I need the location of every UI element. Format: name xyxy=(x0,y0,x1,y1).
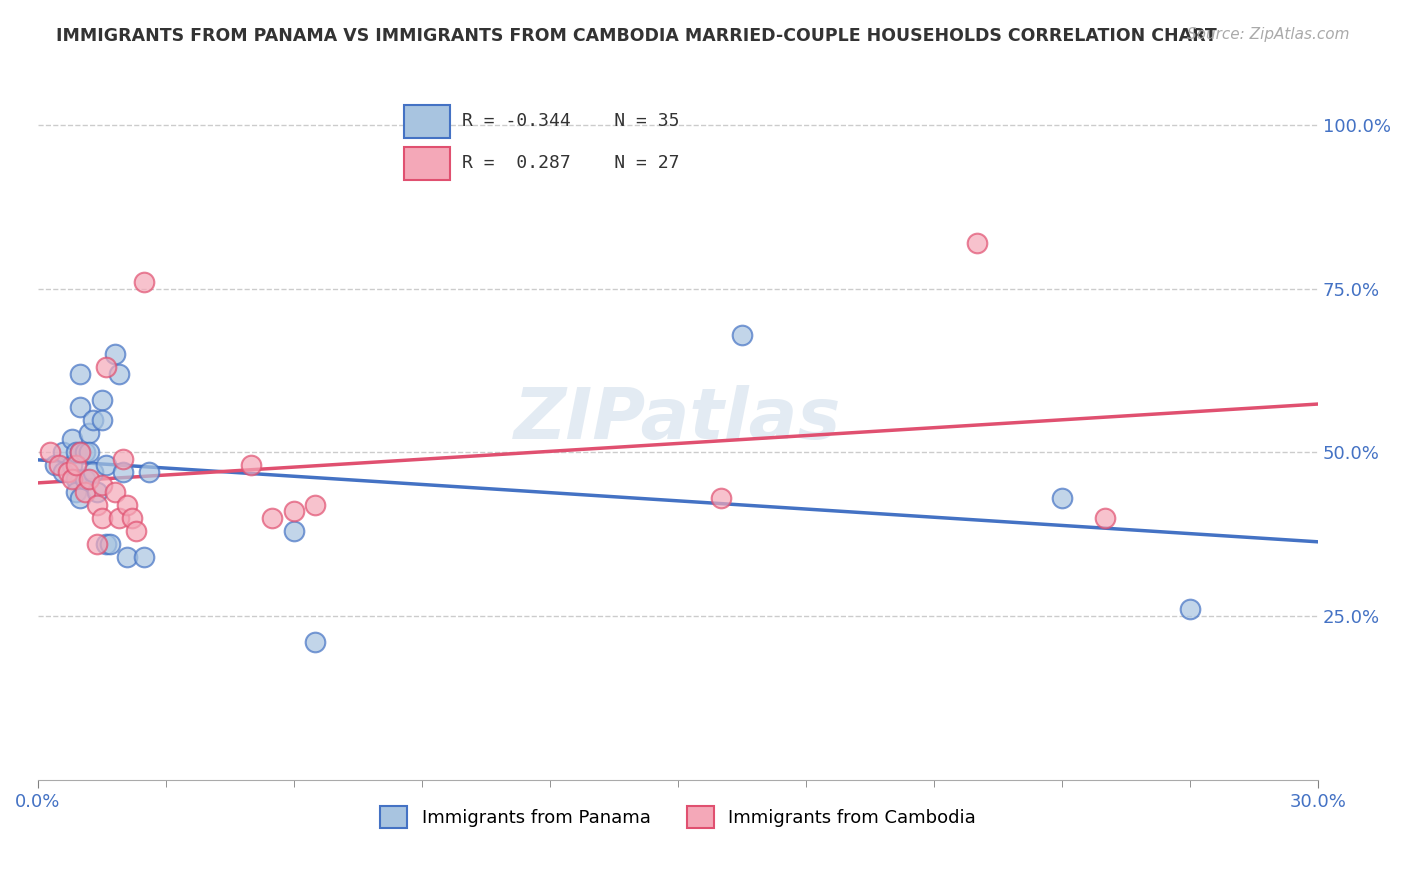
Point xyxy=(125,524,148,538)
Point xyxy=(69,491,91,505)
Point xyxy=(121,510,143,524)
Point xyxy=(283,504,305,518)
Point xyxy=(107,510,129,524)
Point xyxy=(77,425,100,440)
Point xyxy=(710,491,733,505)
Point xyxy=(39,445,62,459)
Point xyxy=(65,458,87,473)
Point xyxy=(117,550,139,565)
Point xyxy=(60,458,83,473)
Point xyxy=(134,550,156,565)
Point xyxy=(73,471,96,485)
Point xyxy=(90,510,112,524)
Point xyxy=(1178,602,1201,616)
Point xyxy=(138,465,160,479)
Point xyxy=(966,235,988,250)
Point xyxy=(56,465,79,479)
Text: Source: ZipAtlas.com: Source: ZipAtlas.com xyxy=(1187,27,1350,42)
Point xyxy=(44,458,66,473)
Point xyxy=(112,465,135,479)
Text: IMMIGRANTS FROM PANAMA VS IMMIGRANTS FROM CAMBODIA MARRIED-COUPLE HOUSEHOLDS COR: IMMIGRANTS FROM PANAMA VS IMMIGRANTS FRO… xyxy=(56,27,1218,45)
Point xyxy=(73,484,96,499)
Point xyxy=(52,445,75,459)
Point xyxy=(304,498,326,512)
Point xyxy=(304,635,326,649)
Point xyxy=(82,412,104,426)
Point xyxy=(240,458,263,473)
Point xyxy=(65,484,87,499)
Point xyxy=(69,367,91,381)
Point xyxy=(60,471,83,485)
Point xyxy=(103,347,125,361)
Point xyxy=(86,484,108,499)
Point xyxy=(262,510,284,524)
Point xyxy=(69,445,91,459)
Point xyxy=(117,498,139,512)
Point xyxy=(94,458,117,473)
Point xyxy=(86,498,108,512)
Point xyxy=(1094,510,1116,524)
Point xyxy=(134,275,156,289)
Point xyxy=(69,445,91,459)
Point xyxy=(94,360,117,375)
Point xyxy=(107,367,129,381)
Point xyxy=(69,400,91,414)
Point xyxy=(65,445,87,459)
Point xyxy=(283,524,305,538)
Point xyxy=(65,471,87,485)
Point xyxy=(103,484,125,499)
Point xyxy=(1050,491,1073,505)
Point xyxy=(77,471,100,485)
Legend: Immigrants from Panama, Immigrants from Cambodia: Immigrants from Panama, Immigrants from … xyxy=(373,799,983,836)
Point xyxy=(90,392,112,407)
Point xyxy=(82,465,104,479)
Point xyxy=(112,451,135,466)
Point xyxy=(90,412,112,426)
Point xyxy=(52,465,75,479)
Point xyxy=(731,327,754,342)
Point xyxy=(98,537,121,551)
Point xyxy=(86,537,108,551)
Point xyxy=(94,537,117,551)
Point xyxy=(90,478,112,492)
Point xyxy=(73,445,96,459)
Point xyxy=(77,445,100,459)
Point xyxy=(60,432,83,446)
Text: ZIPatlas: ZIPatlas xyxy=(515,385,842,454)
Point xyxy=(48,458,70,473)
